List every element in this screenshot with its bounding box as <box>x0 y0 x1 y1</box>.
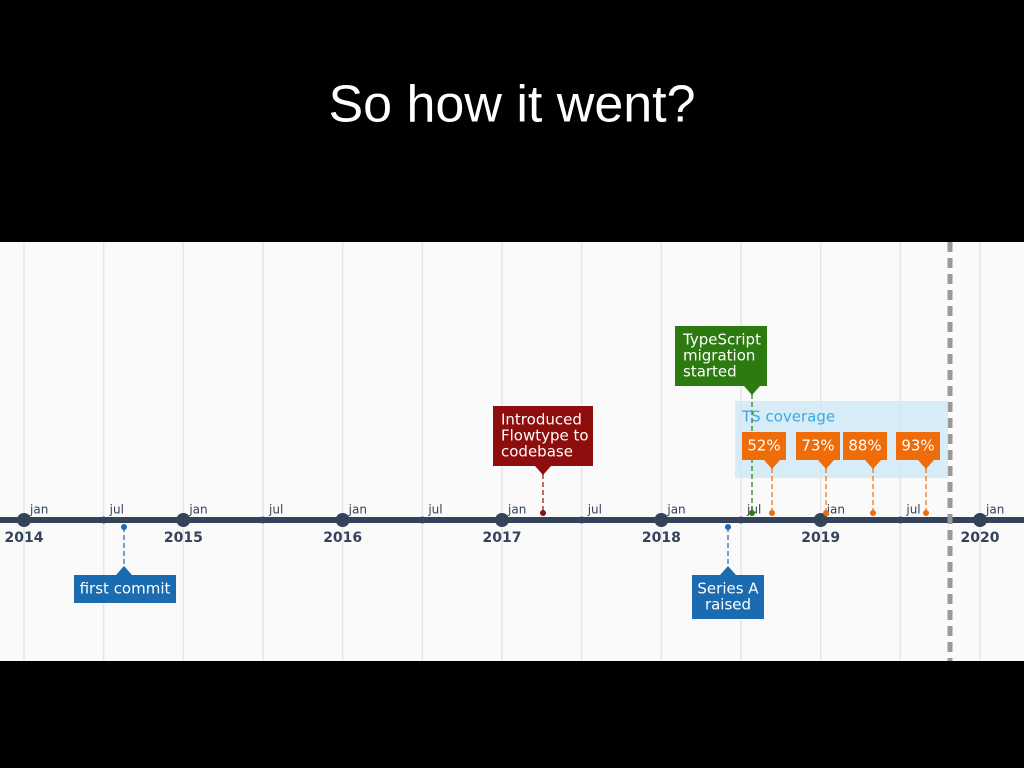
coverage-tag-dot <box>923 510 929 516</box>
month-label: jul <box>587 503 602 517</box>
event-down-box <box>493 406 593 475</box>
year-label: 2015 <box>164 530 203 546</box>
event-up-text: Series A <box>697 580 759 598</box>
coverage-tag-dot <box>823 510 829 516</box>
coverage-tag-text: 52% <box>747 437 780 455</box>
event-up-box <box>692 566 764 619</box>
tick-dot <box>654 513 669 527</box>
event-down-dot <box>540 510 546 516</box>
event-down-text: TypeScript <box>682 331 761 349</box>
tick-dot <box>578 516 586 524</box>
event-down-text: migration <box>683 347 755 365</box>
tick-dot <box>418 516 426 524</box>
month-label: jan <box>29 503 48 517</box>
month-label: jan <box>666 503 685 517</box>
month-label: jul <box>268 503 283 517</box>
tick-dot <box>100 516 108 524</box>
year-label: 2017 <box>483 530 522 546</box>
event-up-text: first commit <box>80 580 171 598</box>
month-label: jan <box>985 503 1004 517</box>
event-down-text: started <box>683 363 737 381</box>
month-label: jan <box>188 503 207 517</box>
year-label: 2016 <box>323 530 362 546</box>
month-label: jan <box>348 503 367 517</box>
coverage-tag-box <box>796 432 840 469</box>
tick-dot <box>17 513 31 527</box>
coverage-label: TS coverage <box>741 408 835 426</box>
event-up-box <box>74 566 176 603</box>
coverage-tag-box <box>843 432 887 469</box>
coverage-tag-box <box>742 432 786 469</box>
year-label: 2014 <box>5 530 44 546</box>
event-down-box <box>675 326 767 395</box>
coverage-tag-text: 88% <box>848 437 881 455</box>
year-label: 2019 <box>801 530 840 546</box>
tick-dot <box>896 516 904 524</box>
tick-dot <box>176 513 191 527</box>
coverage-tag-text: 73% <box>801 437 834 455</box>
tick-dot <box>737 516 745 524</box>
year-label: 2020 <box>961 530 1000 546</box>
month-label: jan <box>826 503 845 517</box>
tick-dot <box>495 513 510 527</box>
event-down-text: Flowtype to <box>501 427 589 445</box>
month-label: jul <box>109 503 124 517</box>
event-down-text: codebase <box>501 443 573 461</box>
event-up-text: raised <box>705 596 751 614</box>
tick-dot <box>973 513 988 527</box>
month-label: jan <box>507 503 526 517</box>
coverage-tag-dot <box>769 510 775 516</box>
slide-title: So how it went? <box>328 76 695 134</box>
tick-dot <box>813 513 828 527</box>
month-label: jul <box>905 503 920 517</box>
event-up-dot <box>121 524 127 530</box>
coverage-tag-text: 93% <box>901 437 934 455</box>
tick-dot <box>259 516 267 524</box>
tick-dot <box>335 513 350 527</box>
month-label: jul <box>427 503 442 517</box>
event-down-text: Introduced <box>501 411 582 429</box>
event-up-dot <box>725 524 731 530</box>
year-label: 2018 <box>642 530 681 546</box>
event-down-dot <box>749 510 755 516</box>
coverage-tag-box <box>896 432 940 469</box>
coverage-tag-dot <box>870 510 876 516</box>
